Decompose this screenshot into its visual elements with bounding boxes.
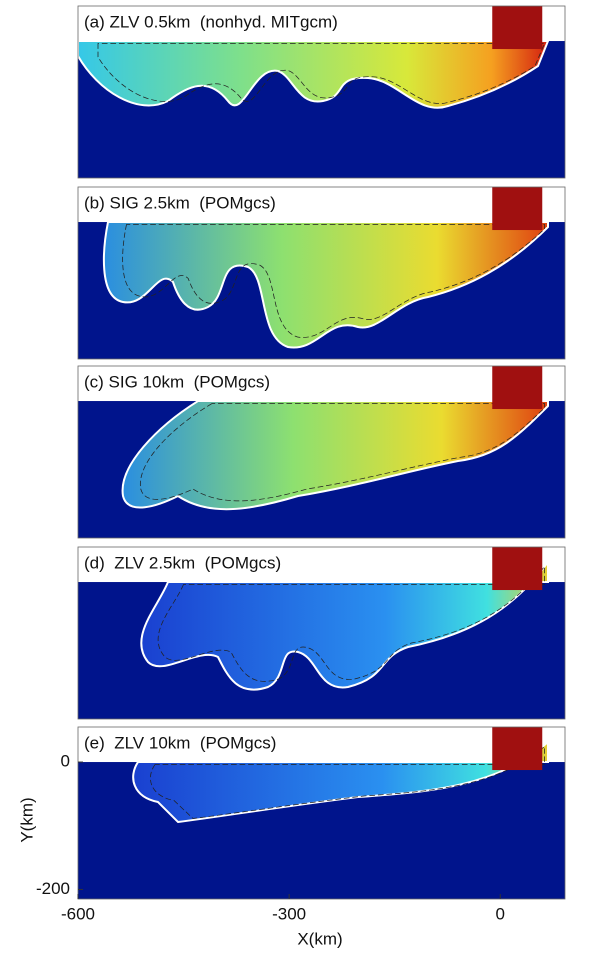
panel-frame: [77, 186, 566, 360]
x-tick-label: -600: [61, 904, 95, 923]
panel-frame: [77, 5, 566, 179]
y-axis-label: Y(km): [17, 797, 36, 842]
panel: (d) ZLV 2.5km (POMgcs): [77, 546, 566, 720]
contour: [122, 224, 545, 338]
panel-title: (c) SIG 10km (POMgcs): [84, 372, 270, 391]
panel-title: (e) ZLV 10km (POMgcs): [84, 733, 276, 752]
plume: [102, 221, 549, 349]
land: [78, 366, 565, 402]
y-tick-label: -200: [36, 879, 70, 898]
land: [78, 6, 565, 42]
panel: (e) ZLV 10km (POMgcs): [77, 726, 566, 900]
panel-title: (a) ZLV 0.5km (nonhyd. MITgcm): [84, 12, 338, 31]
panel: (c) SIG 10km (POMgcs): [77, 365, 566, 539]
plume: [132, 739, 549, 824]
x-axis-label: X(km): [297, 929, 342, 948]
panel-frame: [77, 546, 566, 720]
panel: (b) SIG 2.5km (POMgcs): [77, 186, 566, 360]
panel: (a) ZLV 0.5km (nonhyd. MITgcm): [77, 5, 566, 179]
land: [78, 187, 565, 223]
panel-title: (b) SIG 2.5km (POMgcs): [84, 193, 276, 212]
plume: [140, 558, 549, 691]
river: [492, 727, 543, 771]
land: [78, 727, 565, 763]
panel-title: (d) ZLV 2.5km (POMgcs): [84, 553, 281, 572]
river: [492, 547, 543, 591]
panel-frame: [77, 365, 566, 539]
y-tick-label: 0: [61, 752, 70, 771]
plume: [121, 400, 549, 511]
panels: (a) ZLV 0.5km (nonhyd. MITgcm) (b) SIG 2.…: [77, 5, 566, 900]
river: [492, 187, 543, 231]
land: [78, 547, 565, 583]
contour: [157, 565, 545, 682]
plume: [77, 40, 550, 109]
contour: [140, 403, 545, 502]
contour: [150, 745, 545, 819]
x-tick-label: 0: [496, 904, 505, 923]
river: [492, 366, 543, 410]
panel-frame: [77, 726, 566, 900]
river: [492, 6, 543, 50]
x-tick-label: -300: [272, 904, 306, 923]
